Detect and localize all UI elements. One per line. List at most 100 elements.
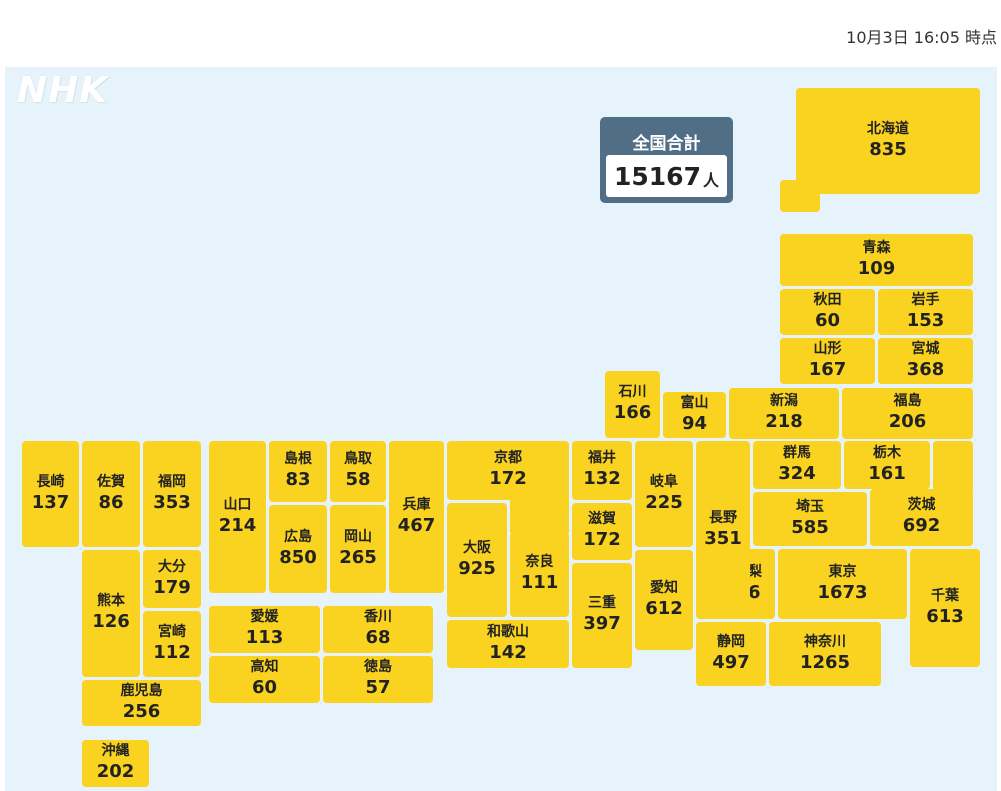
total-value-box: 15167 人	[606, 155, 727, 197]
pref-name: 長野	[709, 509, 737, 526]
pref-count: 58	[345, 469, 371, 490]
pref-count: 142	[489, 641, 527, 663]
pref-tottori[interactable]: 鳥取 58	[330, 441, 386, 502]
pref-hiroshima[interactable]: 広島 850	[269, 505, 327, 593]
pref-count: 368	[906, 358, 945, 380]
pref-fukushima[interactable]: 福島 206	[842, 388, 973, 439]
pref-shiga[interactable]: 滋賀 172	[572, 503, 632, 560]
pref-yamaguchi[interactable]: 山口 214	[209, 441, 266, 593]
pref-count: 167	[808, 358, 847, 380]
pref-count: 94	[681, 412, 708, 434]
pref-name: 岐阜	[650, 473, 678, 490]
pref-kanagawa[interactable]: 神奈川 1265	[769, 622, 881, 686]
pref-okinawa[interactable]: 沖縄 202	[82, 740, 149, 787]
pref-count: 161	[868, 462, 906, 484]
pref-name: 山形	[813, 340, 842, 357]
pref-nagasaki[interactable]: 長崎 137	[22, 441, 79, 547]
pref-shimane[interactable]: 島根 83	[269, 441, 327, 502]
pref-count: 324	[778, 462, 816, 484]
pref-tochigi[interactable]: 栃木 161	[844, 441, 930, 489]
pref-aomori[interactable]: 青森 109	[780, 234, 973, 286]
pref-wakayama[interactable]: 和歌山 142	[447, 620, 569, 668]
pref-hokkaido[interactable]: 北海道 835	[796, 88, 980, 194]
pref-akita[interactable]: 秋田 60	[780, 289, 875, 335]
pref-tokyo[interactable]: 東京 1673	[778, 549, 907, 619]
pref-fukui[interactable]: 福井 132	[572, 441, 632, 500]
pref-fukuoka[interactable]: 福岡 353	[143, 441, 201, 547]
pref-shizuoka[interactable]: 静岡 497	[696, 622, 766, 686]
pref-kumamoto[interactable]: 熊本 126	[82, 550, 140, 677]
pref-count: 214	[218, 514, 257, 536]
pref-saga[interactable]: 佐賀 86	[82, 441, 140, 547]
pref-count: 83	[285, 469, 311, 490]
pref-count: 351	[704, 527, 742, 549]
pref-kagoshima[interactable]: 鹿児島 256	[82, 680, 201, 726]
pref-count: 126	[92, 611, 130, 632]
pref-miyazaki[interactable]: 宮崎 112	[143, 611, 201, 677]
pref-count: 1265	[799, 651, 851, 673]
pref-name: 福井	[588, 450, 616, 466]
pref-count: 113	[245, 627, 284, 648]
pref-niigata[interactable]: 新潟 218	[729, 388, 839, 439]
pref-name: 千葉	[931, 587, 959, 604]
pref-name: 三重	[588, 595, 616, 611]
pref-count: 497	[712, 651, 750, 673]
pref-count: 218	[765, 411, 803, 432]
pref-toyama[interactable]: 富山 94	[663, 392, 726, 438]
pref-count: 225	[645, 491, 683, 513]
pref-saitama[interactable]: 埼玉 585	[753, 492, 867, 546]
pref-yamagata[interactable]: 山形 167	[780, 338, 875, 384]
pref-name: 熊本	[97, 593, 125, 609]
pref-aichi[interactable]: 愛知 612	[635, 550, 693, 650]
pref-count: 585	[791, 516, 829, 538]
pref-name: 埼玉	[796, 498, 824, 515]
pref-ibaraki-upper[interactable]	[933, 441, 973, 493]
pref-name: 鹿児島	[120, 682, 163, 699]
pref-oita[interactable]: 大分 179	[143, 550, 201, 608]
pref-kochi[interactable]: 高知 60	[209, 656, 320, 703]
pref-count: 256	[122, 700, 161, 722]
pref-nagano[interactable]: 長野 351	[696, 441, 750, 619]
pref-miyagi[interactable]: 宮城 368	[878, 338, 973, 384]
pref-okayama[interactable]: 岡山 265	[330, 505, 386, 593]
pref-count: 353	[153, 491, 191, 513]
total-unit: 人	[702, 171, 719, 190]
pref-name: 秋田	[813, 291, 842, 308]
pref-count: 835	[869, 138, 907, 160]
pref-nara[interactable]: 奈良 111	[510, 532, 569, 617]
pref-osaka[interactable]: 大阪 925	[447, 503, 507, 617]
pref-chiba[interactable]: 千葉 613	[910, 549, 980, 667]
pref-name: 群馬	[783, 444, 811, 461]
pref-mie[interactable]: 三重 397	[572, 563, 632, 668]
pref-kyoto-lower[interactable]	[510, 495, 569, 535]
pref-name: 佐賀	[97, 473, 125, 490]
pref-count: 68	[365, 627, 391, 648]
pref-ehime[interactable]: 愛媛 113	[209, 606, 320, 653]
pref-ishikawa[interactable]: 石川 166	[605, 371, 660, 438]
pref-name: 茨城	[907, 497, 936, 513]
pref-count: 137	[31, 491, 70, 513]
total-value: 15167	[614, 161, 701, 191]
pref-tokushima[interactable]: 徳島 57	[323, 656, 433, 703]
pref-count: 612	[645, 597, 683, 619]
pref-name: 滋賀	[588, 511, 616, 527]
pref-name: 高知	[250, 659, 279, 675]
pref-count: 206	[888, 411, 927, 432]
pref-name: 奈良	[525, 554, 554, 570]
pref-name: 沖縄	[101, 743, 130, 759]
pref-ibaraki[interactable]: 茨城 692	[870, 489, 973, 546]
pref-kagawa[interactable]: 香川 68	[323, 606, 433, 653]
pref-count: 202	[96, 761, 135, 782]
pref-count: 86	[98, 491, 124, 513]
pref-count: 60	[814, 309, 841, 331]
pref-name: 広島	[284, 528, 312, 545]
pref-name: 福島	[893, 393, 922, 409]
pref-name: 富山	[680, 394, 709, 411]
pref-hyogo[interactable]: 兵庫 467	[389, 441, 444, 593]
pref-name: 東京	[828, 563, 857, 580]
pref-name: 北海道	[867, 120, 909, 137]
pref-gunma[interactable]: 群馬 324	[753, 441, 841, 489]
pref-iwate[interactable]: 岩手 153	[878, 289, 973, 335]
pref-gifu[interactable]: 岐阜 225	[635, 441, 693, 547]
pref-kyoto[interactable]: 京都 172	[447, 441, 569, 500]
